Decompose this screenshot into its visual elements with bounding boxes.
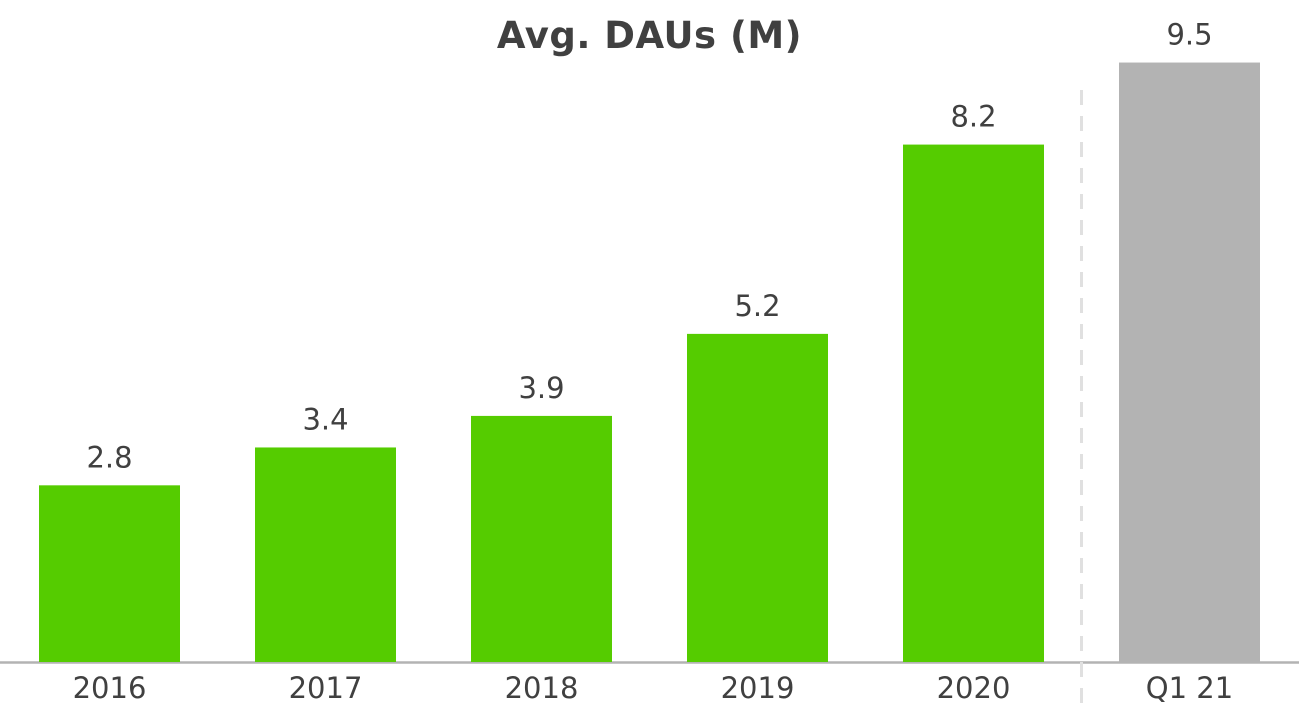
bar-value-label: 9.5	[1166, 18, 1212, 52]
bar-2020	[903, 144, 1044, 662]
x-tick-label: Q1 21	[1146, 671, 1233, 705]
bar-2019	[687, 333, 828, 662]
x-tick-label: 2019	[721, 671, 795, 705]
bar-2016	[39, 485, 180, 662]
bar-value-label: 5.2	[734, 289, 780, 323]
bar-2018	[471, 415, 612, 662]
bar-value-label: 3.4	[302, 402, 348, 436]
chart-title: Avg. DAUs (M)	[496, 14, 803, 57]
x-tick-label: 2016	[73, 671, 147, 705]
bar-q1-21	[1119, 62, 1260, 663]
bar-value-label: 8.2	[950, 100, 996, 134]
bar-value-label: 2.8	[86, 440, 132, 474]
bar-2017	[255, 447, 396, 662]
x-tick-label: 2020	[937, 671, 1011, 705]
x-tick-label: 2017	[289, 671, 363, 705]
x-tick-label: 2018	[505, 671, 579, 705]
bar-value-label: 3.9	[518, 371, 564, 405]
